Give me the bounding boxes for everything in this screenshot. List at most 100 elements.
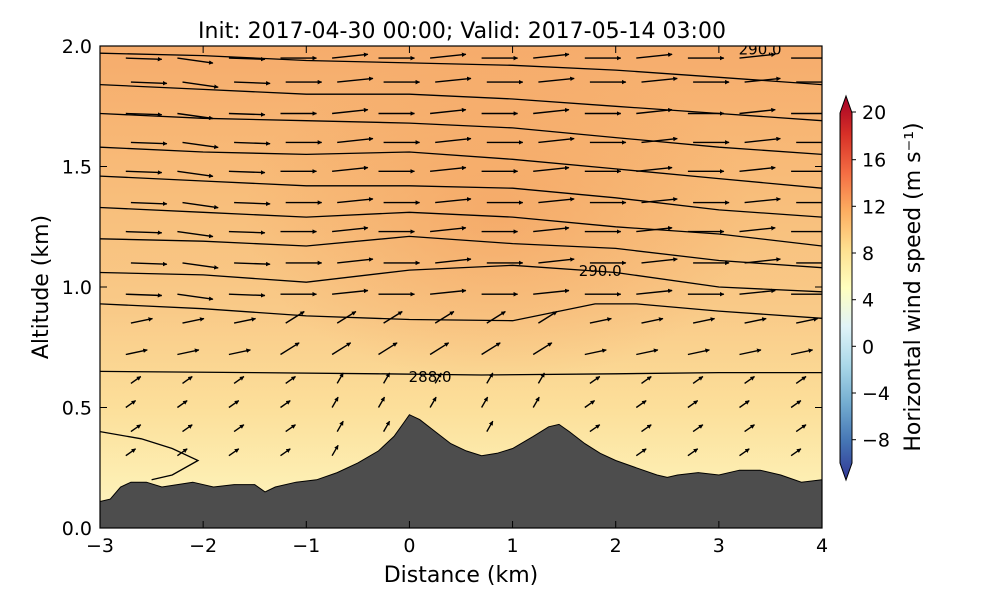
contour-labels: 288.0 290.0 290.0 [409, 40, 782, 386]
isentrope-line [100, 175, 822, 218]
wind-arrow [533, 225, 570, 233]
wind-arrow [538, 76, 575, 83]
x-axis-ticks: −3 −2 −1 0 1 2 3 4 [86, 46, 828, 557]
wind-arrow [538, 136, 575, 144]
contour-label: 290.0 [579, 262, 622, 280]
colorbar-bar [839, 94, 853, 482]
wind-arrow [739, 348, 762, 356]
wind-arrow [744, 76, 781, 83]
wind-arrow [332, 225, 369, 233]
wind-arrow [130, 141, 168, 146]
wind-arrow [228, 293, 266, 298]
wind-arrow [744, 424, 755, 433]
wind-arrow [332, 288, 369, 295]
wind-arrow [285, 310, 305, 324]
wind-arrow [177, 293, 214, 301]
wind-arrow [739, 400, 750, 409]
wind-arrow [486, 310, 506, 324]
wind-arrow [635, 448, 647, 457]
wind-arrow [285, 375, 296, 384]
wind-arrow [739, 107, 776, 115]
wind-arrow [337, 257, 374, 264]
wind-arrow [130, 81, 168, 86]
wind-arrow [795, 375, 807, 384]
wind-arrow [182, 81, 219, 89]
wind-vectors [125, 52, 822, 457]
y-axis-ticks: 0.0 0.5 1.0 1.5 2.0 [62, 36, 822, 540]
wind-arrow [130, 261, 168, 267]
wind-arrow [435, 76, 472, 83]
wind-arrow [533, 107, 570, 115]
wind-arrow [434, 310, 455, 324]
wind-arrow [636, 225, 673, 233]
wind-arrow [382, 372, 391, 384]
wind-arrow [228, 170, 266, 175]
wind-arrow [635, 400, 647, 409]
x-tick-label: 2 [610, 535, 622, 557]
isentrope-contours [100, 52, 822, 481]
isentrope-line [100, 430, 200, 481]
wind-arrow [636, 288, 673, 295]
wind-arrow [336, 372, 344, 384]
wind-arrow [589, 317, 612, 324]
wind-arrow [337, 197, 374, 204]
isentrope-line [100, 303, 822, 322]
x-tick-label: 3 [713, 535, 725, 557]
y-tick-label: 1.5 [62, 157, 92, 179]
contour-label: 290.0 [739, 40, 782, 58]
wind-arrow [435, 257, 472, 264]
wind-arrow [641, 375, 652, 384]
wind-arrow [739, 225, 776, 233]
wind-arrow [584, 348, 607, 356]
wind-arrow [177, 348, 200, 356]
wind-arrow [377, 396, 386, 408]
wind-arrow [234, 261, 271, 267]
wind-arrow [337, 136, 374, 144]
wind-arrow [182, 262, 219, 270]
wind-arrow [336, 310, 357, 324]
wind-arrow [182, 424, 193, 433]
wind-arrow [641, 257, 678, 264]
colorbar-tick-label: 16 [862, 150, 886, 172]
wind-arrow [636, 348, 659, 356]
wind-arrow [430, 288, 467, 295]
wind-arrow [234, 201, 271, 206]
wind-arrow [537, 372, 546, 384]
wind-arrow [692, 317, 716, 324]
wind-arrow [337, 76, 374, 83]
wind-arrow [430, 165, 467, 172]
wind-arrow [234, 141, 271, 146]
wind-arrow [228, 448, 240, 457]
wind-arrow [481, 342, 501, 356]
wind-arrow [589, 375, 601, 384]
wind-arrow [486, 372, 494, 384]
wind-arrow [228, 56, 266, 62]
wind-arrow [182, 317, 205, 324]
wind-arrow [687, 400, 699, 409]
wind-arrow [336, 420, 344, 432]
wind-arrow [332, 165, 369, 172]
wind-arrow [280, 448, 291, 457]
wind-arrow [589, 424, 601, 433]
wind-arrow [125, 230, 163, 235]
colorbar-ticks: 20 16 12 8 4 0 −4 −8 [852, 102, 890, 452]
wind-arrow [378, 342, 398, 356]
x-tick-label: 0 [403, 535, 415, 557]
wind-arrow [228, 400, 240, 409]
wind-arrow [641, 424, 652, 433]
wind-arrow [233, 375, 245, 384]
plot-area: 288.0 290.0 290.0 [100, 40, 822, 528]
wind-arrow [176, 400, 188, 409]
y-tick-label: 2.0 [62, 36, 92, 58]
wind-arrow [532, 396, 540, 408]
x-tick-label: 4 [816, 535, 828, 557]
colorbar-tick-label: 4 [862, 290, 874, 312]
wind-arrow [430, 52, 467, 59]
colorbar-tick-label: −4 [862, 383, 890, 405]
wind-arrow [177, 230, 214, 239]
wind-arrow [130, 201, 168, 206]
wind-arrow [641, 136, 678, 144]
colorbar: 20 16 12 8 4 0 −4 −8 Horizontal wind speed (m s… [839, 94, 926, 482]
wind-arrow [532, 342, 553, 356]
